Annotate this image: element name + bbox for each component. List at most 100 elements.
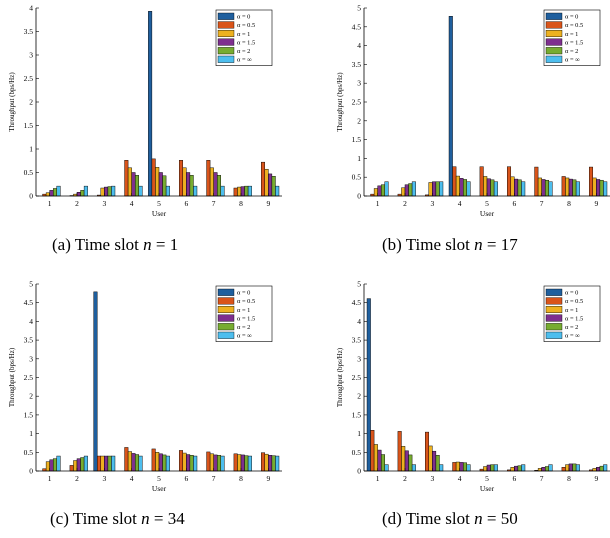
bar-b-s3-user4 bbox=[455, 175, 460, 197]
bar-d-s4-user5 bbox=[486, 464, 491, 472]
legend-label-a-s1: α = 0 bbox=[237, 14, 250, 21]
bar-b-s6-user2 bbox=[411, 181, 416, 197]
bar-b-s2-user5 bbox=[479, 166, 484, 197]
bar-b-s5-user9 bbox=[599, 179, 604, 197]
bar-d-s2-user8 bbox=[561, 467, 566, 472]
legend-label-c-s4: α = 1.5 bbox=[237, 315, 255, 322]
legend-label-a-s5: α = 2 bbox=[237, 48, 250, 55]
bar-d-s2-user3 bbox=[425, 431, 430, 472]
y-tick-label-b: 5 bbox=[357, 4, 361, 13]
x-axis-label-a: User bbox=[152, 209, 167, 218]
legend-label-a-s3: α = 1 bbox=[237, 31, 250, 38]
x-tick-label-b: 4 bbox=[458, 199, 462, 208]
bar-b-s6-user3 bbox=[439, 181, 444, 197]
x-tick-label-d: 3 bbox=[430, 474, 434, 483]
bar-c-s5-user8 bbox=[244, 455, 249, 472]
y-tick-label-a: 3.5 bbox=[24, 27, 34, 36]
bar-d-s5-user8 bbox=[572, 463, 577, 472]
bar-b-s3-user1 bbox=[373, 188, 378, 197]
bar-b-s5-user6 bbox=[517, 179, 522, 197]
y-tick-label-a: 4 bbox=[29, 4, 33, 13]
legend-swatch-a-s1 bbox=[217, 12, 235, 20]
y-tick-label-b: 4 bbox=[357, 41, 361, 50]
bar-c-s4-user6 bbox=[186, 454, 191, 472]
chart-c: 0 0.5 1 1.5 2 2.5 3 3.5 4 4.5 5 1 2 3 4 5 6 7 8 9 User Throug… bbox=[8, 280, 282, 493]
bar-b-s5-user4 bbox=[462, 179, 467, 197]
bar-d-s5-user7 bbox=[544, 466, 549, 472]
legend-label-a-s4: α = 1.5 bbox=[237, 39, 255, 46]
bar-c-s3-user7 bbox=[209, 453, 214, 472]
bar-c-s5-user7 bbox=[216, 455, 221, 472]
bar-d-s6-user9 bbox=[603, 464, 608, 472]
bar-b-s3-user9 bbox=[592, 177, 597, 197]
bar-b-s5-user8 bbox=[572, 179, 577, 197]
y-tick-label-c: 1.5 bbox=[24, 410, 34, 419]
y-axis-label-d: Throughput (bps/Hz) bbox=[336, 347, 344, 407]
bar-a-s2-user8 bbox=[233, 187, 238, 197]
y-tick-label-a: 1 bbox=[29, 145, 33, 154]
caption-a-var: n bbox=[143, 235, 152, 254]
bar-c-s6-user1 bbox=[56, 455, 61, 472]
bar-d-s6-user7 bbox=[548, 464, 553, 472]
bar-c-s4-user7 bbox=[213, 454, 218, 472]
bar-c-s3-user9 bbox=[264, 453, 269, 472]
y-tick-label-d: 0 bbox=[357, 467, 361, 476]
bar-c-s3-user2 bbox=[73, 460, 78, 472]
bar-b-s4-user2 bbox=[404, 184, 409, 197]
x-tick-label-b: 3 bbox=[430, 199, 434, 208]
legend-label-c-s1: α = 0 bbox=[237, 290, 250, 297]
y-tick-label-a: 3 bbox=[29, 51, 33, 60]
y-tick-label-c: 0 bbox=[29, 467, 33, 476]
chart-d: 0 0.5 1 1.5 2 2.5 3 3.5 4 4.5 5 1 2 3 4 5 6 7 8 9 User Throug… bbox=[336, 280, 610, 493]
y-tick-label-c: 5 bbox=[29, 280, 33, 289]
bar-a-s6-user3 bbox=[111, 185, 116, 197]
x-tick-label-a: 5 bbox=[157, 199, 161, 208]
bar-a-s2-user4 bbox=[124, 160, 129, 197]
legend-swatch-a-s3 bbox=[217, 30, 235, 38]
chart-b: 0 0.5 1 1.5 2 2.5 3 3.5 4 4.5 5 1 2 3 4 5 6 7 8 9 User Throug… bbox=[336, 4, 610, 218]
legend-swatch-c-s5 bbox=[217, 323, 235, 331]
legend-swatch-c-s4 bbox=[217, 314, 235, 322]
legend-swatch-c-s2 bbox=[217, 297, 235, 305]
legend-label-a-s2: α = 0.5 bbox=[237, 22, 255, 29]
bar-d-s6-user1 bbox=[384, 464, 389, 472]
bar-d-s2-user4 bbox=[452, 462, 457, 472]
bar-d-s5-user5 bbox=[490, 464, 495, 472]
x-tick-label-d: 2 bbox=[403, 474, 407, 483]
y-tick-label-a: 1.5 bbox=[24, 121, 34, 130]
x-tick-label-c: 1 bbox=[48, 474, 52, 483]
bar-a-s3-user9 bbox=[264, 168, 269, 197]
bar-a-s4-user7 bbox=[213, 172, 218, 197]
x-tick-label-d: 7 bbox=[540, 474, 544, 483]
legend-label-b-s6: α = ∞ bbox=[565, 57, 580, 64]
bar-a-s5-user2 bbox=[80, 190, 85, 197]
legend-swatch-b-s2 bbox=[545, 21, 563, 29]
y-tick-label-d: 4 bbox=[357, 317, 361, 326]
bar-a-s5-user1 bbox=[52, 188, 57, 197]
y-tick-label-b: 3.5 bbox=[352, 60, 362, 69]
bar-c-s5-user1 bbox=[52, 458, 57, 472]
y-tick-label-c: 4.5 bbox=[24, 298, 34, 307]
legend-swatch-d-s1 bbox=[545, 288, 563, 296]
legend-swatch-c-s6 bbox=[217, 331, 235, 339]
legend-swatch-b-s6 bbox=[545, 55, 563, 63]
y-axis-label-c: Throughput (bps/Hz) bbox=[8, 347, 16, 407]
y-tick-label-d: 0.5 bbox=[352, 448, 362, 457]
bar-b-s6-user8 bbox=[575, 181, 580, 197]
bar-d-s4-user4 bbox=[459, 462, 464, 472]
x-tick-label-b: 5 bbox=[485, 199, 489, 208]
bar-c-s5-user4 bbox=[134, 454, 139, 472]
legend-swatch-b-s4 bbox=[545, 38, 563, 46]
bar-b-s6-user5 bbox=[493, 181, 498, 197]
bar-a-s5-user4 bbox=[134, 175, 139, 197]
x-tick-label-a: 8 bbox=[239, 199, 243, 208]
bar-a-s2-user6 bbox=[179, 160, 184, 197]
legend-label-c-s2: α = 0.5 bbox=[237, 298, 255, 305]
bar-c-s5-user6 bbox=[189, 455, 194, 472]
bar-a-s4-user4 bbox=[131, 172, 136, 197]
y-tick-label-c: 4 bbox=[29, 317, 33, 326]
y-tick-label-c: 2.5 bbox=[24, 373, 34, 382]
bar-d-s4-user9 bbox=[596, 467, 601, 472]
x-axis-label-c: User bbox=[152, 484, 167, 493]
